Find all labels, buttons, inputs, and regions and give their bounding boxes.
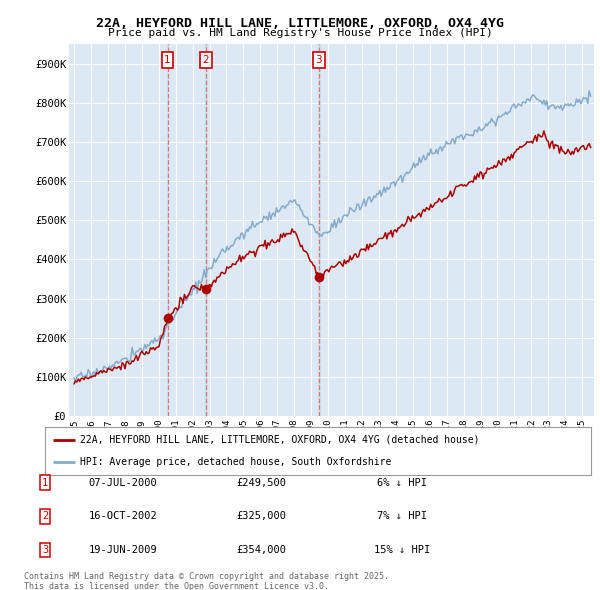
Text: 16-OCT-2002: 16-OCT-2002 [89,512,157,521]
Text: 2: 2 [42,512,48,521]
Text: £249,500: £249,500 [236,478,286,487]
Bar [318,44,320,416]
Text: Price paid vs. HM Land Registry's House Price Index (HPI): Price paid vs. HM Land Registry's House … [107,28,493,38]
Text: £354,000: £354,000 [236,545,286,555]
Text: 6% ↓ HPI: 6% ↓ HPI [377,478,427,487]
Text: 7% ↓ HPI: 7% ↓ HPI [377,512,427,521]
Bar [205,44,207,416]
Text: 1: 1 [164,55,171,65]
Text: 3: 3 [316,55,322,65]
Text: 22A, HEYFORD HILL LANE, LITTLEMORE, OXFORD, OX4 4YG (detached house): 22A, HEYFORD HILL LANE, LITTLEMORE, OXFO… [80,435,480,445]
Text: 22A, HEYFORD HILL LANE, LITTLEMORE, OXFORD, OX4 4YG: 22A, HEYFORD HILL LANE, LITTLEMORE, OXFO… [96,17,504,30]
Text: 07-JUL-2000: 07-JUL-2000 [89,478,157,487]
Text: 3: 3 [42,545,48,555]
Text: 19-JUN-2009: 19-JUN-2009 [89,545,157,555]
Bar [167,44,169,416]
Text: £325,000: £325,000 [236,512,286,521]
Text: This data is licensed under the Open Government Licence v3.0.: This data is licensed under the Open Gov… [24,582,329,590]
Text: 2: 2 [203,55,209,65]
Text: 15% ↓ HPI: 15% ↓ HPI [374,545,430,555]
Text: HPI: Average price, detached house, South Oxfordshire: HPI: Average price, detached house, Sout… [80,457,392,467]
Text: Contains HM Land Registry data © Crown copyright and database right 2025.: Contains HM Land Registry data © Crown c… [24,572,389,581]
Text: 1: 1 [42,478,48,487]
